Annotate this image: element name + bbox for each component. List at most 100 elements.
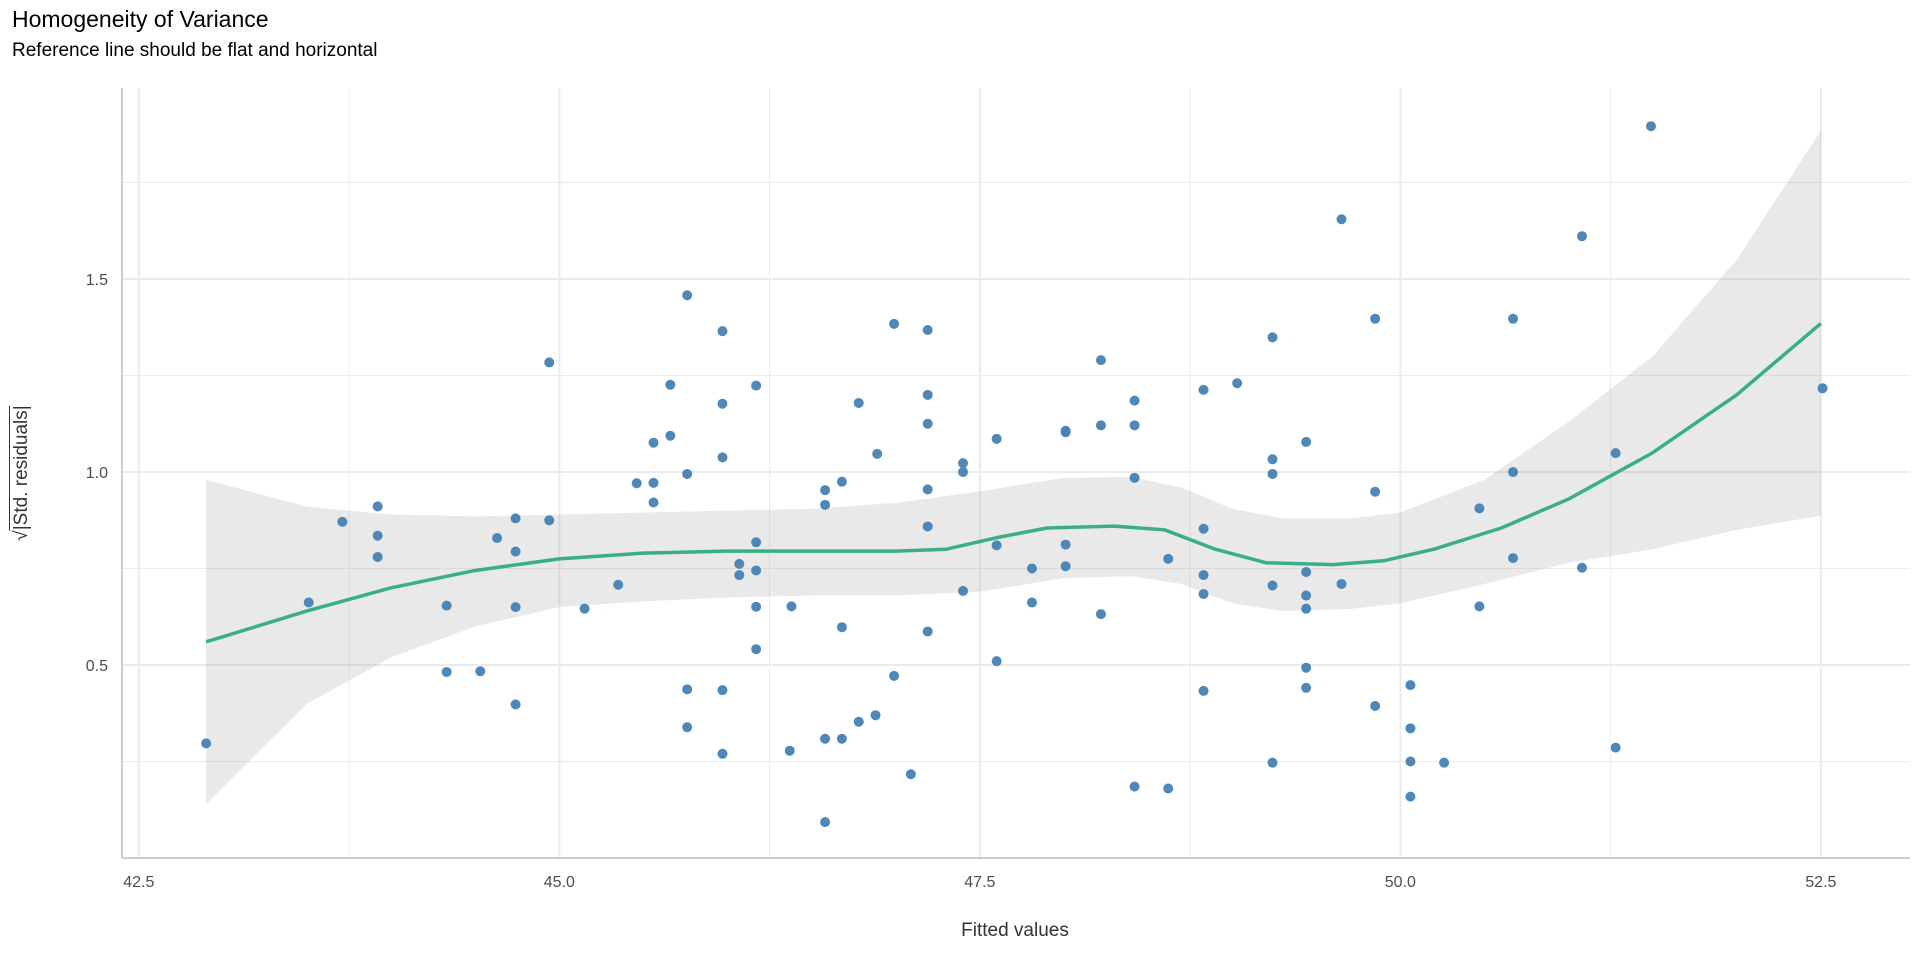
data-point: [1301, 682, 1312, 693]
x-tick-label: 52.5: [1805, 874, 1836, 891]
data-point: [734, 558, 745, 569]
data-point: [991, 540, 1002, 551]
data-point: [958, 458, 969, 469]
data-point: [1301, 590, 1312, 601]
data-point: [682, 722, 693, 733]
data-point: [544, 357, 555, 368]
data-point: [1198, 523, 1209, 534]
data-point: [922, 325, 933, 335]
chart-subtitle: Reference line should be flat and horizo…: [12, 40, 378, 61]
data-point: [665, 430, 676, 441]
data-point: [905, 769, 916, 780]
data-point: [1129, 420, 1140, 431]
data-point: [1474, 503, 1485, 514]
data-point: [1370, 313, 1381, 324]
data-point: [922, 418, 933, 429]
data-point: [372, 530, 383, 541]
data-point: [991, 656, 1002, 667]
data-point: [820, 817, 831, 828]
data-point: [872, 448, 883, 459]
data-point: [853, 716, 864, 727]
data-point: [613, 579, 624, 590]
data-point: [1267, 332, 1278, 343]
data-point: [1508, 467, 1519, 478]
data-point: [1198, 384, 1209, 395]
data-point: [751, 565, 762, 576]
data-point: [1301, 603, 1312, 614]
x-tick-label: 47.5: [964, 874, 995, 891]
data-point: [1163, 783, 1174, 794]
data-point: [1577, 562, 1588, 573]
data-point: [922, 521, 933, 532]
data-point: [734, 570, 745, 581]
data-point: [1095, 609, 1106, 620]
data-point: [1370, 700, 1381, 711]
data-point: [1817, 383, 1828, 394]
data-point: [1163, 553, 1174, 564]
data-point: [648, 477, 659, 488]
data-point: [1060, 427, 1071, 438]
x-tick-label: 42.5: [123, 874, 154, 891]
data-point: [717, 398, 728, 409]
data-point: [1129, 395, 1140, 406]
data-point: [1439, 757, 1450, 768]
x-axis-title: Fitted values: [961, 920, 1069, 941]
data-point: [820, 499, 831, 510]
data-point: [1060, 539, 1071, 550]
data-point: [1610, 742, 1621, 753]
data-point: [544, 515, 555, 526]
confidence-band: [206, 130, 1821, 804]
data-point: [1336, 578, 1347, 589]
data-point: [820, 485, 831, 496]
data-point: [1405, 791, 1416, 802]
data-point: [1232, 378, 1243, 389]
data-point: [372, 551, 383, 562]
data-point: [717, 326, 728, 337]
data-point: [631, 478, 642, 489]
data-point: [682, 290, 693, 301]
data-point: [475, 666, 486, 677]
data-point: [1610, 448, 1621, 459]
chart-title: Homogeneity of Variance: [12, 6, 269, 32]
data-point: [1198, 589, 1209, 599]
data-point: [665, 379, 676, 390]
data-point: [751, 537, 762, 548]
data-point: [303, 597, 314, 608]
data-point: [853, 397, 864, 408]
data-point: [510, 602, 521, 613]
data-point: [1026, 597, 1037, 608]
data-point: [751, 380, 762, 391]
y-tick-label: 1.0: [86, 465, 108, 482]
data-point: [836, 622, 847, 633]
data-point: [836, 476, 847, 487]
data-point: [1198, 685, 1209, 696]
data-point: [922, 389, 933, 400]
data-point: [441, 666, 452, 677]
data-point: [958, 467, 969, 478]
data-point: [1370, 486, 1381, 497]
data-point: [1645, 121, 1656, 132]
data-point: [1405, 723, 1416, 734]
data-point: [889, 670, 900, 681]
data-point: [1129, 781, 1140, 792]
data-point: [1267, 454, 1278, 465]
data-point: [1577, 231, 1588, 242]
data-point: [682, 684, 693, 695]
data-point: [1474, 601, 1485, 612]
data-point: [786, 601, 797, 612]
data-point: [870, 710, 881, 721]
data-point: [1301, 436, 1312, 447]
data-point: [1026, 563, 1037, 574]
data-point: [1508, 553, 1519, 564]
data-point: [337, 516, 348, 527]
data-point: [1095, 355, 1106, 366]
data-point: [510, 513, 521, 524]
data-point: [648, 437, 659, 448]
data-point: [784, 745, 795, 756]
data-point: [1267, 468, 1278, 479]
data-point: [1267, 757, 1278, 768]
data-point: [717, 748, 728, 759]
x-tick-label: 45.0: [544, 874, 575, 891]
data-point: [1060, 561, 1071, 572]
